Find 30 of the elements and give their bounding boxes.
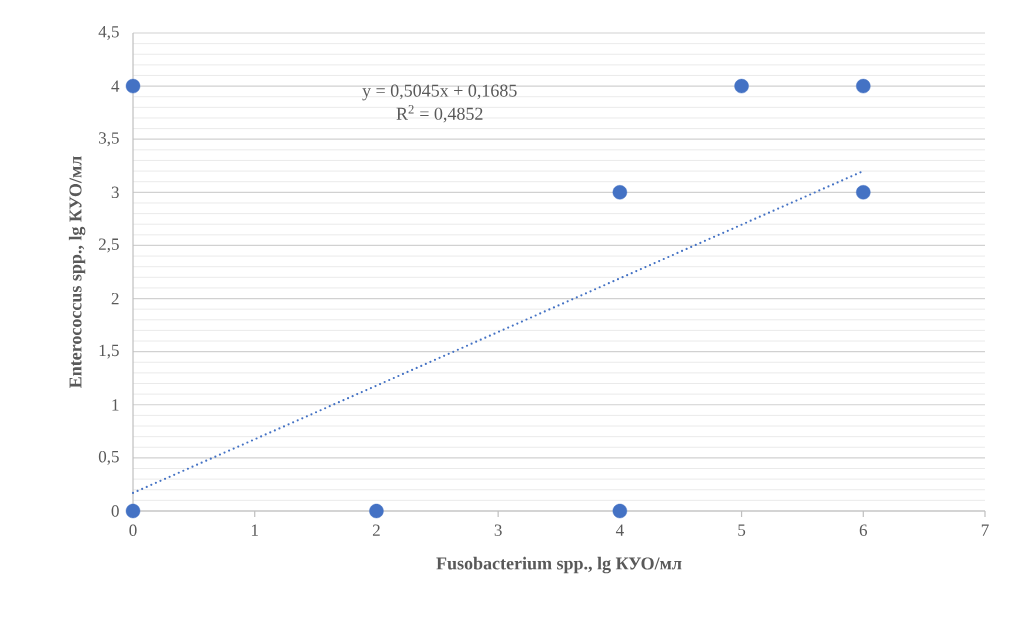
point xyxy=(369,503,384,519)
x-tick-label: 7 xyxy=(981,524,989,536)
y-tick-label: 3 xyxy=(111,186,119,199)
point xyxy=(125,78,141,94)
point xyxy=(856,78,871,94)
x-tick-label: 4 xyxy=(615,524,624,536)
point xyxy=(734,78,749,94)
annotation: y = 0,5045x + 0,1685 xyxy=(362,84,517,101)
y-tick-label: 4 xyxy=(111,80,120,92)
y-tick-label: 2,5 xyxy=(98,238,119,253)
y-tick-label: 0,5 xyxy=(98,450,119,465)
y-tick-label: 4,5 xyxy=(98,26,119,40)
x-tick-label: 5 xyxy=(738,524,746,536)
y-tick-label: 0 xyxy=(111,505,119,517)
x-tick-label: 2 xyxy=(372,524,380,536)
annotation: R$^{2}$ = 0,4852 xyxy=(396,105,483,123)
x-axis-title: Fusobacterium spp., lg КУО/мл xyxy=(436,556,682,574)
y-tick-label: 3,5 xyxy=(99,132,119,147)
point xyxy=(125,503,141,519)
y-tick-label: 2 xyxy=(111,292,119,305)
point xyxy=(856,185,871,200)
point xyxy=(612,503,628,519)
x-tick-label: 1 xyxy=(251,524,258,536)
x-tick-label: 3 xyxy=(494,524,502,536)
y-tick-label: 1,5 xyxy=(99,344,119,359)
x-tick-label: 0 xyxy=(129,524,137,536)
y-axis-title: Enterococcus spp., lg КУО/мл xyxy=(68,156,86,388)
point xyxy=(612,185,628,200)
y-tick-label: 1 xyxy=(112,399,119,411)
x-tick-label: 6 xyxy=(859,524,868,536)
